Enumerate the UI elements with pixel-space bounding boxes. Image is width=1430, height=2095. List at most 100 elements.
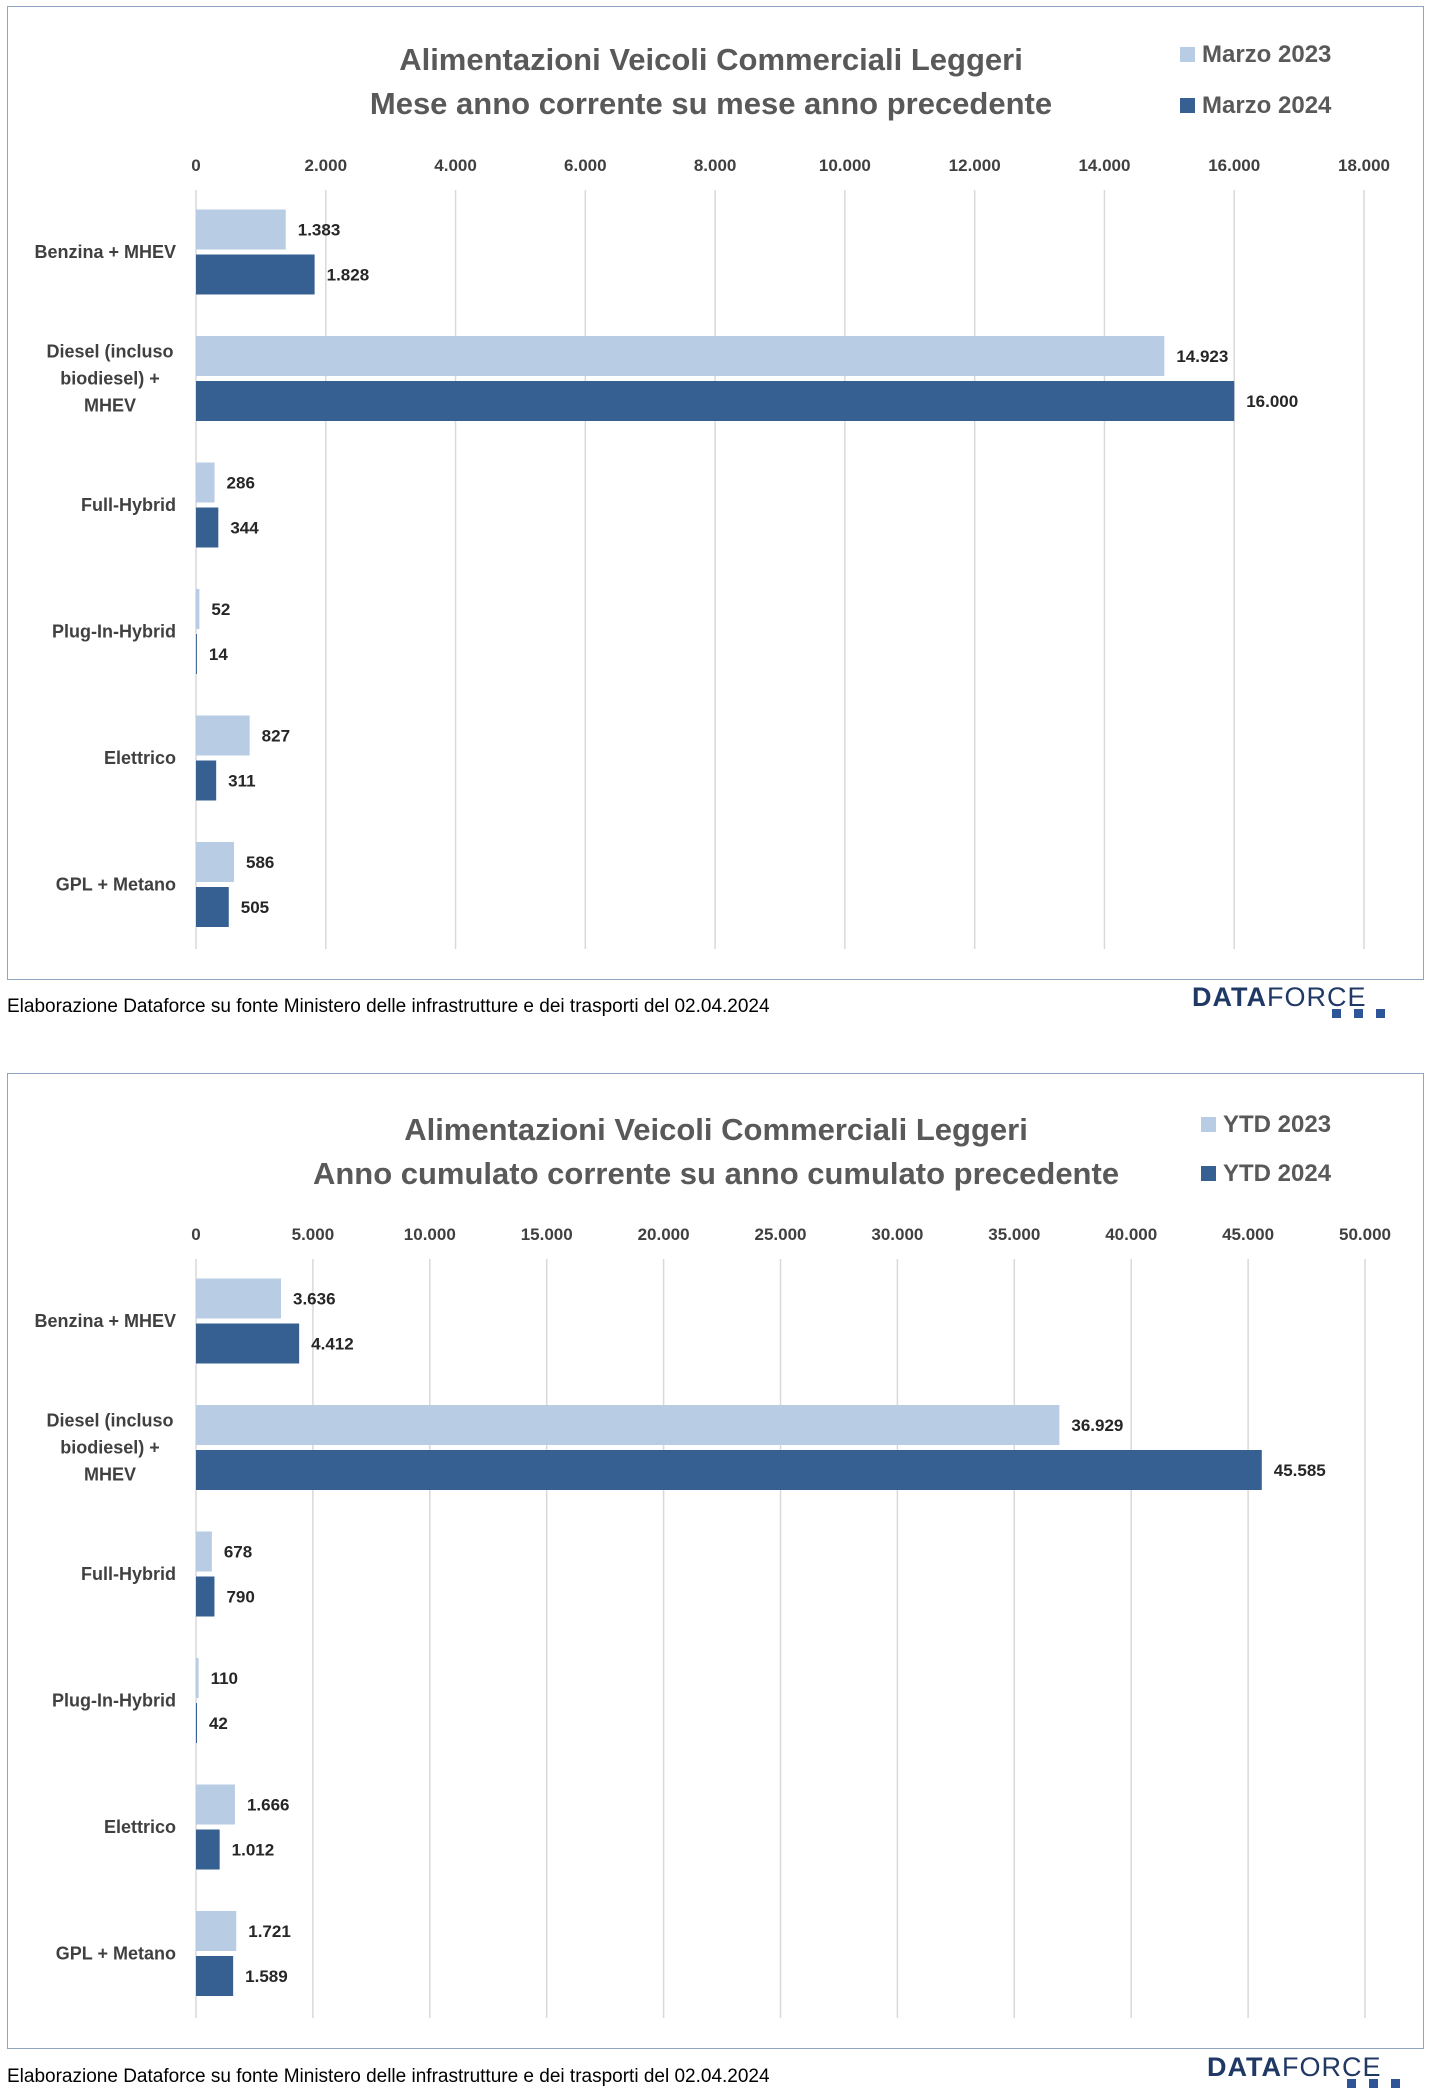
data-label: 45.585 [1274,1461,1326,1480]
category-label: Elettrico [104,748,176,768]
category-label: MHEV [84,396,136,416]
category-label: Benzina + MHEV [34,1311,176,1331]
x-tick-label: 25.000 [755,1225,807,1244]
bar-current [196,760,217,801]
chart-title-line1: Alimentazioni Veicoli Commerciali Legger… [404,1112,1028,1147]
logo-text-thin: FORCE [1281,2052,1382,2082]
bar-previous [196,1784,235,1825]
x-tick-label: 12.000 [949,156,1001,175]
x-tick-label: 0 [191,1225,200,1244]
bar-previous [196,715,250,756]
legend-label-prev: YTD 2023 [1223,1111,1331,1138]
data-label: 16.000 [1246,392,1298,411]
bar-current [196,1323,300,1364]
data-label: 1.721 [248,1922,291,1941]
x-tick-label: 10.000 [404,1225,456,1244]
bar-previous [196,1658,199,1698]
bar-previous [196,1531,212,1572]
data-label: 311 [228,772,255,791]
data-label: 14.923 [1176,347,1228,366]
x-tick-label: 40.000 [1105,1225,1157,1244]
category-label: Diesel (incluso [46,342,173,362]
legend-label-curr: Marzo 2024 [1202,92,1332,119]
data-label: 1.012 [232,1841,275,1860]
data-label: 1.828 [327,266,370,285]
legend-swatch-curr [1180,98,1195,113]
chart-monthly: Alimentazioni Veicoli Commerciali Legger… [34,41,1390,949]
x-tick-label: 18.000 [1338,156,1390,175]
category-label: Plug-In-Hybrid [52,1691,176,1711]
legend-label-prev: Marzo 2023 [1202,41,1331,68]
x-tick-label: 16.000 [1208,156,1260,175]
bar-previous [196,1405,1060,1445]
category-label: GPL + Metano [56,1944,176,1964]
bar-current [196,507,219,548]
data-label: 110 [211,1669,238,1688]
category-label: biodiesel) + [60,369,160,389]
bar-previous [196,1278,282,1319]
category-label: Full-Hybrid [81,1564,176,1584]
bar-current [196,254,315,295]
x-tick-label: 15.000 [521,1225,573,1244]
category-label: biodiesel) + [60,1438,160,1458]
data-label: 790 [226,1588,254,1607]
bar-previous [196,336,1165,376]
x-tick-label: 45.000 [1222,1225,1274,1244]
data-label: 42 [209,1714,228,1733]
chart-ytd: Alimentazioni Veicoli Commerciali Legger… [34,1111,1391,2018]
category-label: MHEV [84,1465,136,1485]
data-label: 36.929 [1071,1416,1123,1435]
x-tick-label: 2.000 [305,156,348,175]
bar-previous [196,1911,237,1951]
bar-previous [196,842,235,882]
data-label: 678 [224,1543,252,1562]
x-tick-label: 14.000 [1078,156,1130,175]
bar-previous [196,462,215,503]
x-tick-label: 10.000 [819,156,871,175]
x-tick-label: 30.000 [871,1225,923,1244]
data-label: 344 [230,519,259,538]
x-tick-label: 6.000 [564,156,607,175]
source-note-ytd: Elaborazione Dataforce su fonte Minister… [7,2066,770,2087]
x-tick-label: 20.000 [638,1225,690,1244]
logo-text-bold: DATA [1192,982,1267,1012]
category-label: Diesel (incluso [46,1411,173,1431]
bar-current [196,887,229,927]
data-label: 505 [241,898,269,917]
bar-previous [196,209,286,250]
x-tick-label: 8.000 [694,156,737,175]
category-label: GPL + Metano [56,875,176,895]
logo-text-thin: FORCE [1266,982,1367,1012]
dataforce-logo: DATAFORCE [1207,2052,1381,2083]
source-note-monthly: Elaborazione Dataforce su fonte Minister… [7,996,770,1017]
bar-current [196,1576,215,1617]
category-label: Full-Hybrid [81,495,176,515]
legend-label-curr: YTD 2024 [1223,1160,1332,1187]
category-label: Plug-In-Hybrid [52,622,176,642]
x-tick-label: 5.000 [292,1225,335,1244]
bar-current [196,1703,197,1743]
bar-current [196,1956,234,1996]
legend-swatch-prev [1201,1117,1216,1132]
data-label: 827 [262,727,290,746]
plot-area-monthly: 0 2.000 4.000 6.000 8.000 10.000 12.000 14.000 1… [34,156,1390,949]
x-tick-label: 50.000 [1339,1225,1391,1244]
data-label: 14 [209,645,228,664]
legend-swatch-curr [1201,1166,1216,1181]
bar-current [196,634,197,674]
data-label: 3.636 [293,1290,336,1309]
x-tick-label: 4.000 [434,156,477,175]
legend-swatch-prev [1180,47,1195,62]
plot-area-ytd: 0 5.000 10.000 15.000 20.000 25.000 30.000 35.0… [34,1225,1391,2018]
data-label: 586 [246,853,274,872]
data-label: 52 [211,600,230,619]
chart-title-line1: Alimentazioni Veicoli Commerciali Legger… [399,42,1023,77]
x-tick-label: 0 [191,156,200,175]
chart-title-line2: Anno cumulato corrente su anno cumulato … [313,1156,1119,1191]
chart-panel-ytd: Alimentazioni Veicoli Commerciali Legger… [7,1073,1424,2049]
category-label: Benzina + MHEV [34,242,176,262]
data-label: 1.589 [245,1967,288,1986]
bar-current [196,1829,220,1870]
bar-current [196,1450,1262,1490]
x-tick-label: 35.000 [988,1225,1040,1244]
